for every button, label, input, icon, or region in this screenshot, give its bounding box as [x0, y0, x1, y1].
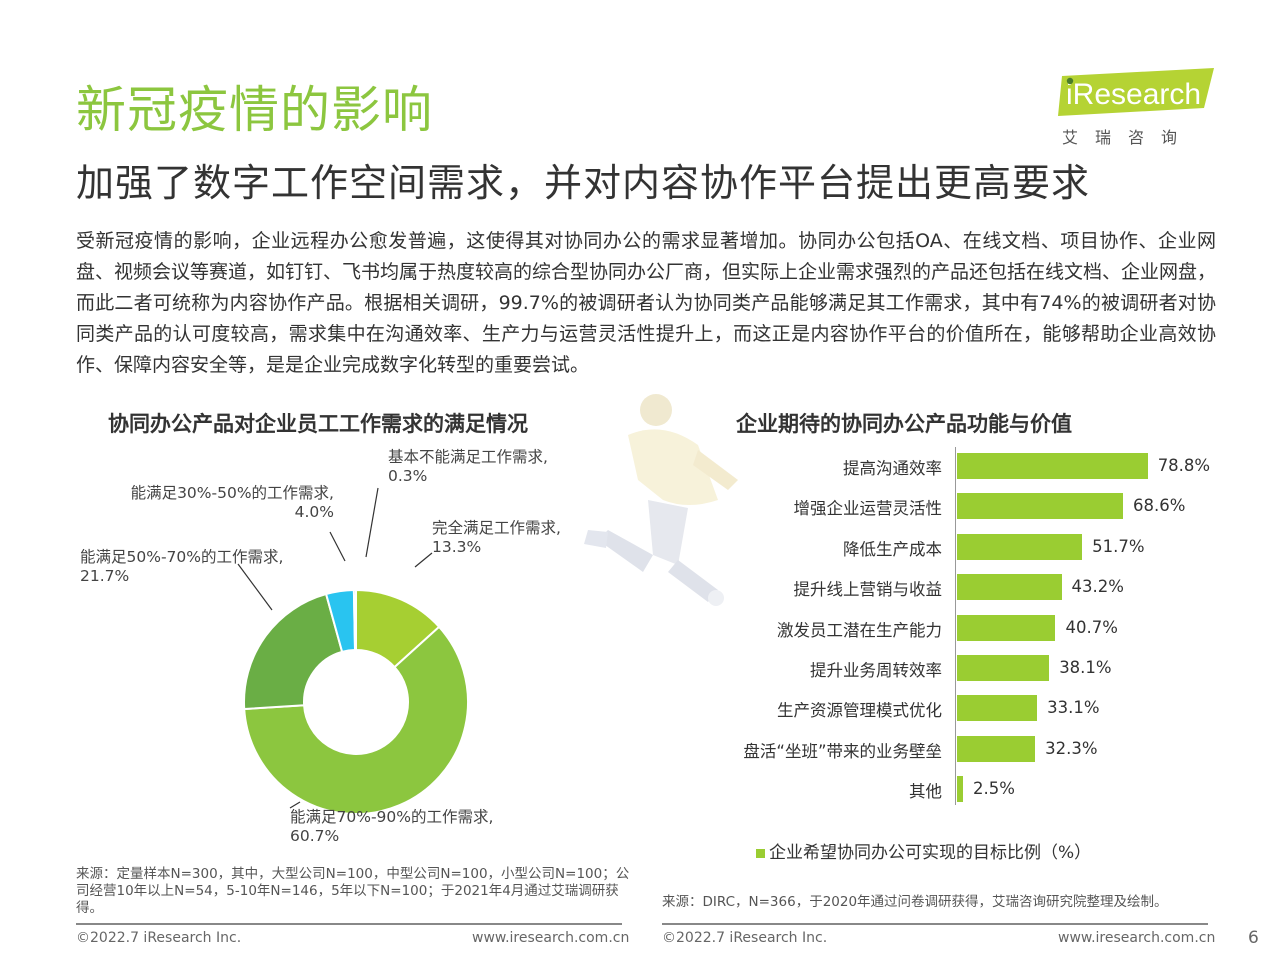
footer-divider-left: [76, 923, 622, 925]
bar-value-label: 51.7%: [1092, 536, 1145, 556]
bar: [957, 614, 1056, 641]
slice-label-0-3: 基本不能满足工作需求, 0.3%: [388, 448, 548, 485]
footer-copyright-right: ©2022.7 iResearch Inc.: [662, 930, 828, 946]
bar-category-label: 提高沟通效率: [843, 459, 942, 478]
bar-value-label: 68.6%: [1133, 496, 1186, 516]
bar-category-label: 降低生产成本: [843, 539, 942, 559]
bar-value-label: 40.7%: [1065, 617, 1118, 637]
right-source-note: 来源：DIRC，N=366，于2020年通过问卷调研获得，艾瑞咨询研究院整理及绘…: [662, 894, 1168, 910]
left-source-note: 来源：定量样本N=300，其中，大型公司N=100，中型公司N=100，小型公司…: [76, 866, 630, 916]
legend-swatch: [756, 848, 765, 858]
bar-value-label: 78.8%: [1157, 456, 1211, 475]
slice-label-13-3: 完全满足工作需求, 13.3%: [432, 519, 561, 556]
bar-category-label: 其他: [909, 782, 942, 802]
bar-category-label: 提升线上营销与收益: [793, 580, 943, 600]
donut-chart-title: 协同办公产品对企业员工工作需求的满足情况: [108, 412, 528, 436]
footer-url-left[interactable]: www.iresearch.com.cn: [472, 930, 630, 946]
leader-line-2: [329, 531, 346, 562]
runner-illustration: [584, 394, 738, 606]
donut-chart: [237, 487, 469, 815]
bar-chart-axis: [955, 447, 956, 805]
footer-divider-right: [662, 923, 1208, 925]
bar-category-label: 盘活“坐班”带来的业务壁垒: [743, 741, 942, 761]
bar-value-label: 2.5%: [973, 779, 1015, 799]
bar-value-label: 43.2%: [1071, 577, 1124, 597]
page-title: 新冠疫情的影响: [76, 81, 433, 139]
donut-slice-2: [243, 592, 344, 711]
logo-subtitle: 艾瑞咨询: [1062, 128, 1195, 147]
donut-slice-4: [352, 588, 357, 652]
slice-label-60-7: 能满足70%-90%的工作需求, 60.7%: [290, 808, 494, 845]
leader-line-0: [365, 487, 379, 558]
bar: [957, 574, 1062, 601]
bar: [957, 776, 964, 803]
logo-text: iResearch: [1066, 78, 1201, 111]
leader-line-4: [289, 801, 301, 809]
legend-label: 企业希望协同办公可实现的目标比例（%）: [769, 843, 1092, 863]
bar-chart-title: 企业期待的协同办公产品功能与价值: [736, 412, 1072, 436]
slice-label-21-7: 能满足50%-70%的工作需求, 21.7%: [80, 548, 284, 585]
bar: [957, 533, 1083, 560]
bar-value-label: 38.1%: [1059, 658, 1112, 677]
footer-copyright-left: ©2022.7 iResearch Inc.: [76, 930, 242, 946]
donut-slice-1: [243, 625, 469, 815]
footer-url-right[interactable]: www.iresearch.com.cn: [1058, 930, 1216, 946]
bar: [957, 655, 1050, 681]
iresearch-logo: iResearch: [1058, 68, 1214, 116]
bar: [957, 735, 1036, 762]
bar-category-label: 增强企业运营灵活性: [793, 499, 943, 519]
bar: [957, 493, 1123, 520]
bar-category-label: 提升业务周转效率: [810, 661, 942, 680]
leader-line-1: [414, 552, 433, 568]
bar-category-label: 生产资源管理模式优化: [777, 701, 942, 721]
body-paragraph: 受新冠疫情的影响，企业远程办公愈发普遍，这使得其对协同办公的需求显著增加。协同办…: [76, 230, 1217, 376]
bar-value-label: 32.3%: [1045, 738, 1098, 758]
page-number: 6: [1248, 928, 1259, 948]
bar-chart-legend: 企业希望协同办公可实现的目标比例（%）: [756, 838, 1091, 863]
leader-line-3: [237, 563, 273, 611]
slice-label-4-0: 能满足30%-50%的工作需求, 4.0%: [130, 484, 334, 521]
bar-category-label: 激发员工潜在生产能力: [777, 620, 942, 640]
bar: [957, 695, 1038, 722]
bar-value-label: 33.1%: [1047, 698, 1100, 718]
bar: [957, 453, 1148, 479]
page-subtitle: 加强了数字工作空间需求，并对内容协作平台提出更高要求: [76, 161, 1091, 205]
